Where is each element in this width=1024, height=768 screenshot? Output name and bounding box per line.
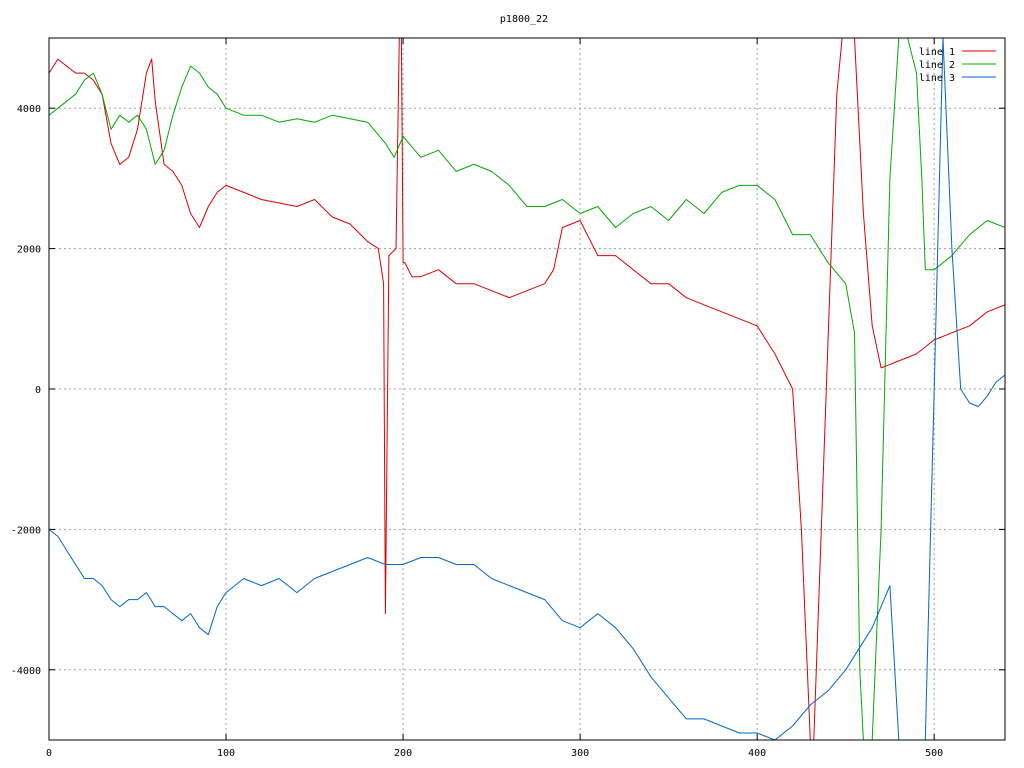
y-tick-label: -4000 <box>11 666 41 677</box>
x-tick-label: 200 <box>394 748 412 759</box>
series-line-1 <box>49 38 1005 740</box>
x-tick-label: 0 <box>46 748 52 759</box>
legend-label: line 2 <box>919 60 955 71</box>
legend-label: line 1 <box>919 47 955 58</box>
x-tick-label: 400 <box>748 748 766 759</box>
legend: line 1 line 2 line 3 <box>919 47 996 84</box>
series-line-2 <box>49 38 1005 740</box>
y-tick-label: 4000 <box>17 104 41 115</box>
x-tick-label: 300 <box>571 748 589 759</box>
series-line-3 <box>49 38 1005 740</box>
legend-label: line 3 <box>919 73 955 84</box>
grid <box>49 38 1005 740</box>
series-layer <box>49 38 1005 740</box>
y-tick-label: -2000 <box>11 525 41 536</box>
x-tick-label: 500 <box>925 748 943 759</box>
x-tick-label: 100 <box>217 748 235 759</box>
y-tick-label: 0 <box>35 385 41 396</box>
chart-title: p1800_22 <box>500 14 548 25</box>
y-tick-label: 2000 <box>17 245 41 256</box>
plot-frame <box>48 37 1006 741</box>
axis-ticks: 0 100 200 300 400 500 -4000 -2000 0 2000 4000 <box>11 38 1005 759</box>
